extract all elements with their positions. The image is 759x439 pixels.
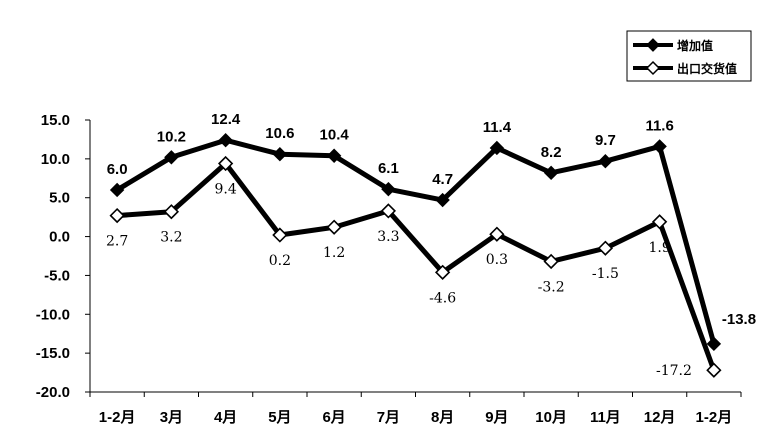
- data-point-series-1: [706, 336, 722, 352]
- series-line-1: [115, 137, 717, 345]
- data-label-series-2: 9.4: [214, 182, 236, 198]
- y-tick-label: -15.0: [36, 345, 70, 362]
- legend-box: [626, 30, 752, 82]
- data-label-series-1: 6.0: [107, 161, 128, 178]
- axes: 15.0 10.0 5.0 0.0 -5.0 -10.0 -15.0 -20.0 1-2月 3月 4…: [36, 112, 742, 426]
- data-label-series-2: -1.5: [592, 266, 619, 282]
- data-label-series-2: 3.3: [377, 229, 399, 245]
- data-point-series-2: [651, 214, 668, 230]
- data-label-series-1: 10.6: [265, 125, 294, 142]
- data-point-series-2: [109, 207, 125, 224]
- y-tick-label: 10.0: [41, 151, 70, 168]
- data-point-series-1: [435, 192, 450, 208]
- data-label-series-2: 0.3: [486, 252, 508, 268]
- data-label-series-2: 0.2: [269, 253, 291, 269]
- series-line-2: [116, 161, 717, 372]
- data-label-series-1: 9.7: [595, 132, 616, 149]
- data-point-series-2: [217, 155, 234, 172]
- data-label-series-1: -13.8: [722, 311, 756, 328]
- data-label-series-2: -3.2: [538, 279, 565, 295]
- data-label-series-1: 10.4: [320, 127, 350, 144]
- y-tick-label: 5.0: [49, 190, 70, 207]
- data-label-series-1: 8.2: [541, 144, 562, 161]
- data-label-series-1: 4.7: [432, 171, 453, 188]
- data-point-series-1: [326, 148, 342, 163]
- data-labels: 6.0 10.2 12.4 10.6 10.4 6.1 4.7 11.4 8.2 9.7 11.6 -…: [106, 111, 756, 379]
- data-point-series-2: [543, 253, 559, 270]
- legend-label-series-2: 出口交货值: [677, 61, 737, 76]
- data-point-series-1: [489, 140, 505, 156]
- data-point-series-2: [434, 264, 451, 280]
- x-tick-label: 7月: [377, 409, 400, 426]
- data-label-series-1: 12.4: [211, 111, 241, 128]
- data-point-series-1: [598, 153, 613, 169]
- y-tick-label: -5.0: [44, 267, 70, 284]
- legend: 增加值 出口交货值: [626, 30, 752, 82]
- x-tick-label: 1-2月: [696, 409, 733, 426]
- data-point-series-1: [652, 139, 667, 154]
- data-label-series-2: -4.6: [429, 290, 456, 306]
- x-tick-label: 12月: [644, 409, 676, 426]
- data-label-series-2: 2.7: [106, 234, 128, 250]
- data-label-series-1: 11.4: [483, 119, 512, 136]
- x-tick-label: 3月: [160, 409, 183, 426]
- legend-marker-series-1: [646, 38, 660, 52]
- data-point-series-2: [272, 227, 288, 243]
- data-point-series-1: [218, 132, 233, 148]
- x-tick-label: 11月: [590, 409, 621, 426]
- series-lines: [109, 132, 722, 378]
- legend-marker-series-2: [645, 60, 661, 76]
- data-point-series-1: [543, 165, 559, 181]
- y-tick-label: 15.0: [41, 112, 70, 129]
- data-point-series-2: [706, 362, 722, 378]
- data-label-series-2: 3.2: [160, 230, 182, 246]
- data-point-series-2: [380, 203, 397, 219]
- data-label-series-1: 11.6: [645, 117, 673, 134]
- x-tick-label: 6月: [322, 409, 345, 426]
- y-tick-label: -20.0: [36, 384, 70, 401]
- data-point-series-1: [272, 146, 288, 162]
- data-point-series-1: [164, 150, 179, 165]
- x-tick-label: 4月: [214, 409, 237, 426]
- y-tick-label: -10.0: [36, 306, 70, 323]
- data-point-series-2: [326, 219, 342, 235]
- x-tick-label: 1-2月: [99, 409, 136, 426]
- data-point-series-1: [381, 181, 396, 197]
- data-point-series-1: [109, 182, 125, 198]
- data-label-series-1: 6.1: [378, 160, 399, 177]
- x-tick-label: 8月: [431, 409, 454, 426]
- data-label-series-1: 10.2: [157, 128, 186, 145]
- data-label-series-2: 1.9: [648, 240, 670, 256]
- data-point-series-2: [597, 240, 614, 256]
- x-tick-label: 9月: [485, 409, 508, 426]
- data-point-series-2: [163, 204, 180, 220]
- data-label-series-2: -17.2: [656, 363, 692, 379]
- x-tick-label: 10月: [535, 409, 567, 426]
- legend-label-series-1: 增加值: [677, 38, 713, 53]
- data-point-series-2: [489, 226, 505, 242]
- x-tick-label: 5月: [268, 409, 291, 426]
- data-label-series-2: 1.2: [323, 245, 345, 261]
- y-tick-label: 0.0: [49, 229, 70, 246]
